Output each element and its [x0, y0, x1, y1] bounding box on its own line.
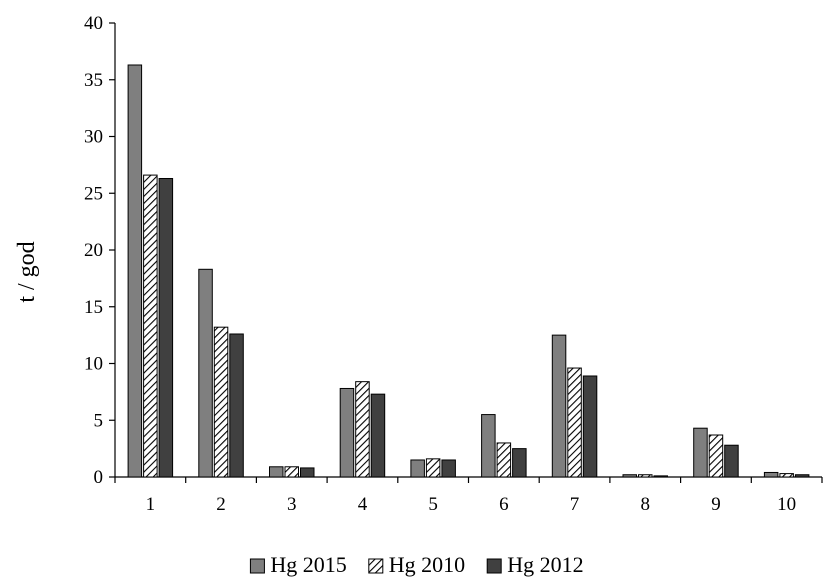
bar	[622, 474, 637, 478]
bar	[653, 475, 668, 478]
y-tick-label: 20	[84, 240, 103, 261]
bar	[213, 326, 229, 478]
legend-swatch	[486, 558, 502, 574]
bar	[481, 414, 496, 478]
bar	[724, 444, 739, 478]
legend-label: Hg 2015	[270, 552, 346, 577]
bar	[300, 467, 315, 478]
plot-area: 0 5 10 15 20 25 30 35 40 1 2 3 4 5 6 7 8 9 10	[84, 13, 823, 515]
y-tick-label: 30	[84, 127, 103, 148]
y-tick-label: 5	[94, 410, 104, 431]
x-tick-label: 6	[499, 494, 509, 515]
bar	[158, 177, 174, 478]
legend-swatch	[368, 558, 384, 574]
bar	[779, 473, 794, 478]
bar	[582, 375, 598, 478]
x-tick-label: 3	[287, 494, 297, 515]
y-tick-label: 10	[84, 354, 103, 375]
bar	[708, 434, 724, 478]
legend-label: Hg 2010	[389, 552, 465, 577]
legend-swatch	[249, 558, 265, 574]
bar	[763, 471, 779, 478]
bar	[512, 448, 527, 478]
bar	[693, 427, 708, 478]
x-tick-label: 4	[358, 494, 368, 515]
y-axis-label: t / god	[14, 241, 40, 302]
bar	[269, 466, 284, 478]
y-tick-label: 25	[84, 183, 103, 204]
legend: Hg 2015 Hg 2010 Hg 2012	[249, 552, 584, 577]
x-tick-label: 9	[711, 494, 721, 515]
bar	[339, 387, 355, 478]
bar	[355, 381, 370, 478]
x-tick-label: 8	[641, 494, 651, 515]
bar	[425, 458, 441, 478]
y-tick-label: 40	[84, 13, 103, 34]
x-tick-label: 1	[146, 494, 156, 515]
bar	[410, 459, 425, 478]
bar	[567, 367, 582, 478]
bar	[284, 466, 299, 478]
bar	[638, 474, 653, 478]
x-tick-label: 7	[570, 494, 580, 515]
bar	[143, 174, 158, 478]
bar	[551, 334, 567, 478]
x-tick-label: 2	[216, 494, 226, 515]
bar	[127, 64, 143, 478]
bar	[441, 459, 456, 478]
bar	[496, 442, 512, 478]
bar	[198, 268, 213, 478]
x-tick-label: 5	[428, 494, 438, 515]
y-tick-label: 15	[84, 297, 103, 318]
bar	[370, 393, 386, 478]
x-tick-label: 10	[777, 494, 796, 515]
y-tick-label: 0	[94, 467, 104, 488]
legend-label: Hg 2012	[507, 552, 583, 577]
bar	[229, 333, 244, 478]
bar	[794, 474, 810, 478]
y-tick-label: 35	[84, 70, 103, 91]
